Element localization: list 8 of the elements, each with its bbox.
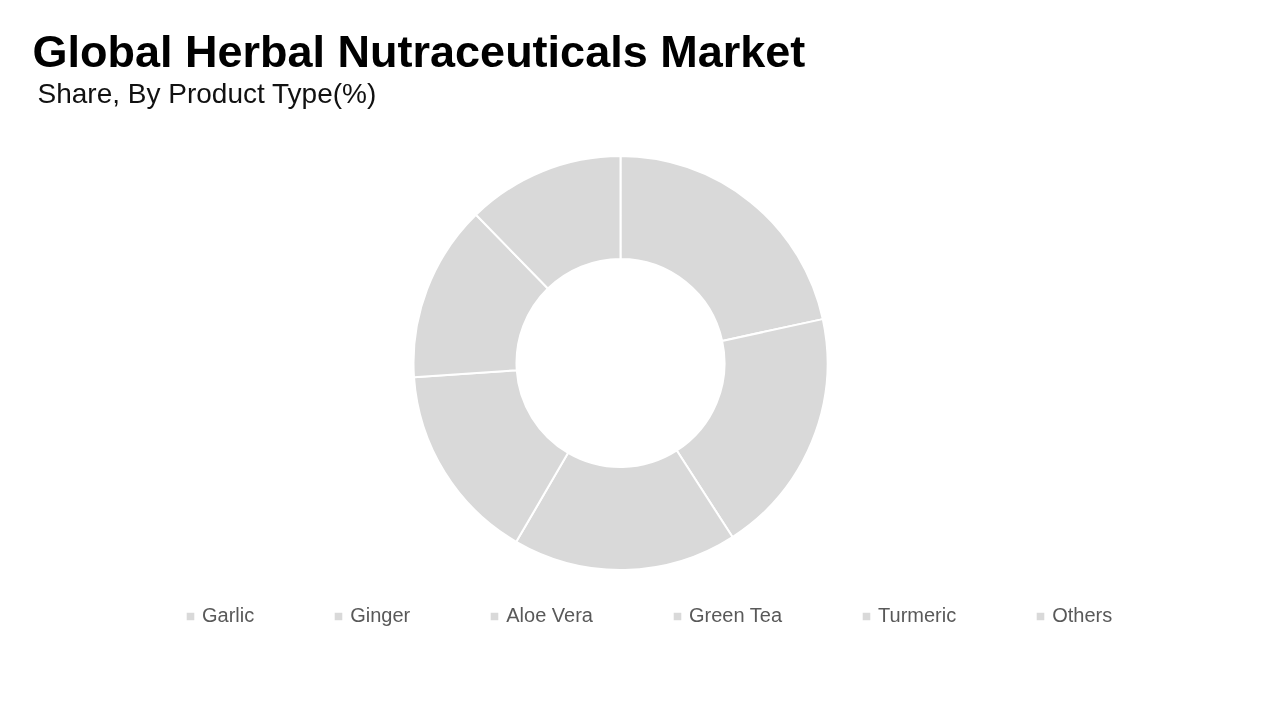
legend-label: Garlic	[202, 604, 255, 627]
chart-subtitle: Share, By Product Type(%)	[37, 78, 377, 109]
chart-title: Global Herbal Nutraceuticals Market	[32, 26, 806, 77]
legend-label: Ginger	[350, 604, 411, 627]
legend-label: Green Tea	[689, 604, 783, 627]
legend-label: Turmeric	[878, 604, 957, 627]
legend-label: Aloe Vera	[506, 604, 593, 627]
legend-label: Others	[1052, 604, 1113, 627]
